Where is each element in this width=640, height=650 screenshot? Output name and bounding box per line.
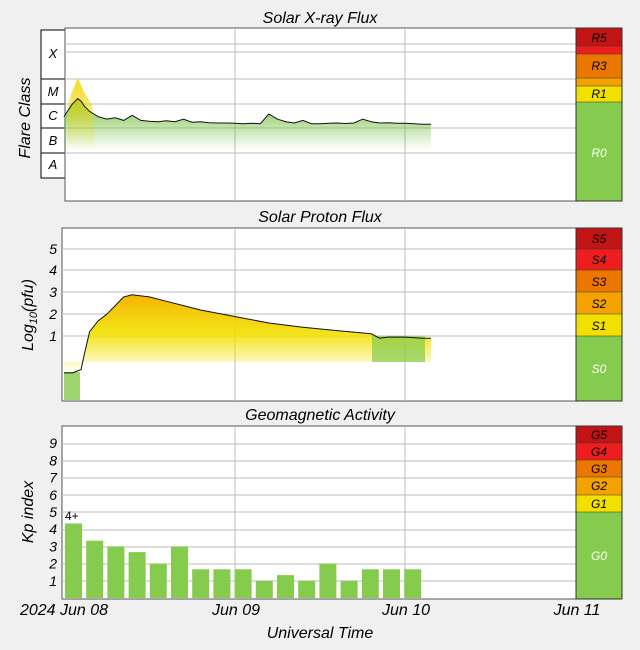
kp-annotation: 4+ — [65, 509, 79, 523]
xray-flux-line — [63, 97, 431, 125]
geomag-ytick: 8 — [49, 452, 57, 468]
kp-bar — [340, 580, 358, 598]
geomag-ytick: 1 — [49, 573, 57, 589]
geomag-scale-bands: G5 G4 G3 G2 G1 G0 — [575, 425, 623, 600]
xray-class-b: B — [49, 133, 58, 148]
xray-band-r1: R1 — [591, 87, 606, 101]
geomag-band-g4: G4 — [591, 445, 607, 459]
xray-class-x: X — [48, 46, 59, 61]
kp-bar — [298, 580, 316, 598]
geomag-gridlines — [62, 426, 576, 599]
xray-title: Solar X-ray Flux — [263, 10, 379, 27]
proton-flux-line — [64, 294, 431, 374]
kp-bar — [234, 569, 252, 598]
xray-band-r3: R3 — [591, 59, 607, 73]
proton-scale-bands: S5 S4 S3 S2 S1 S0 — [575, 227, 623, 402]
proton-ytick: 4 — [49, 262, 57, 278]
kp-bar — [383, 569, 400, 598]
kp-bar — [255, 580, 273, 598]
proton-ylabel: Log10(pfu) — [20, 279, 40, 351]
kp-bar — [128, 552, 146, 598]
geomag-bars — [65, 523, 422, 598]
proton-flux-low — [372, 336, 425, 362]
kp-bar — [192, 569, 210, 598]
geomag-band-g1: G1 — [591, 497, 607, 511]
proton-band-s5: S5 — [592, 232, 607, 246]
geomag-ylabel: Kp index — [20, 480, 37, 543]
geomag-ytick: 3 — [49, 538, 57, 554]
kp-bar — [65, 523, 82, 598]
proton-ytick: 3 — [49, 284, 57, 300]
proton-band-s1: S1 — [592, 319, 607, 333]
proton-ytick: 1 — [49, 328, 57, 344]
xray-scale-bands: R5 R3 R1 R0 — [575, 27, 623, 202]
x-tick: 2024 Jun 08 — [19, 602, 108, 619]
geomag-ytick: 5 — [49, 504, 57, 520]
xray-band-r5: R5 — [591, 31, 607, 45]
proton-yticks: 1 2 3 4 5 — [48, 241, 57, 344]
x-axis-label: Universal Time — [267, 625, 374, 642]
proton-flux-low — [64, 372, 80, 400]
proton-band-s3: S3 — [592, 275, 607, 289]
proton-band-s4: S4 — [592, 253, 607, 267]
kp-bar — [171, 546, 188, 598]
geomag-band-g2: G2 — [591, 479, 607, 493]
proton-band-s2: S2 — [592, 297, 607, 311]
kp-bar — [404, 569, 422, 598]
geomag-ytick: 2 — [48, 556, 57, 572]
kp-bar — [107, 546, 125, 598]
kp-bar — [86, 540, 104, 598]
proton-flux-series — [64, 294, 431, 400]
xray-class-m: M — [48, 84, 59, 99]
xray-class-c: C — [48, 108, 58, 123]
geomag-band-g0: G0 — [591, 549, 607, 563]
proton-flux-fill — [64, 294, 431, 373]
geomag-band-g3: G3 — [591, 462, 607, 476]
geomag-title: Geomagnetic Activity — [245, 407, 396, 424]
xray-band-r0: R0 — [591, 146, 607, 160]
kp-bar — [319, 563, 337, 598]
kp-bar — [149, 563, 167, 598]
xray-plot-area — [64, 27, 577, 202]
geomag-band-g5: G5 — [591, 428, 607, 442]
kp-bar — [361, 569, 379, 598]
kp-bar — [213, 569, 231, 598]
proton-band-s0: S0 — [592, 362, 607, 376]
kp-bar — [277, 575, 294, 598]
geomag-ytick: 9 — [49, 435, 57, 451]
xray-flare-fill — [68, 78, 96, 150]
xray-ylabel: Flare Class — [17, 78, 34, 159]
x-tick: Jun 10 — [381, 602, 430, 619]
x-tick: Jun 09 — [211, 602, 260, 619]
geomag-ytick: 4 — [49, 521, 57, 537]
geomag-ytick: 7 — [49, 470, 58, 486]
xray-class-a: A — [48, 157, 58, 172]
proton-ytick: 5 — [49, 241, 57, 257]
proton-title: Solar Proton Flux — [258, 209, 383, 226]
x-tick: Jun 11 — [553, 602, 601, 619]
x-axis: 2024 Jun 08 Jun 09 Jun 10 Jun 11 Univers… — [19, 602, 600, 642]
xray-flux-fill — [64, 98, 431, 150]
proton-ytick: 2 — [48, 306, 57, 322]
xray-class-column: X M C B A — [40, 29, 66, 179]
geomag-ytick: 6 — [49, 487, 57, 503]
xray-flux-series — [63, 78, 431, 150]
